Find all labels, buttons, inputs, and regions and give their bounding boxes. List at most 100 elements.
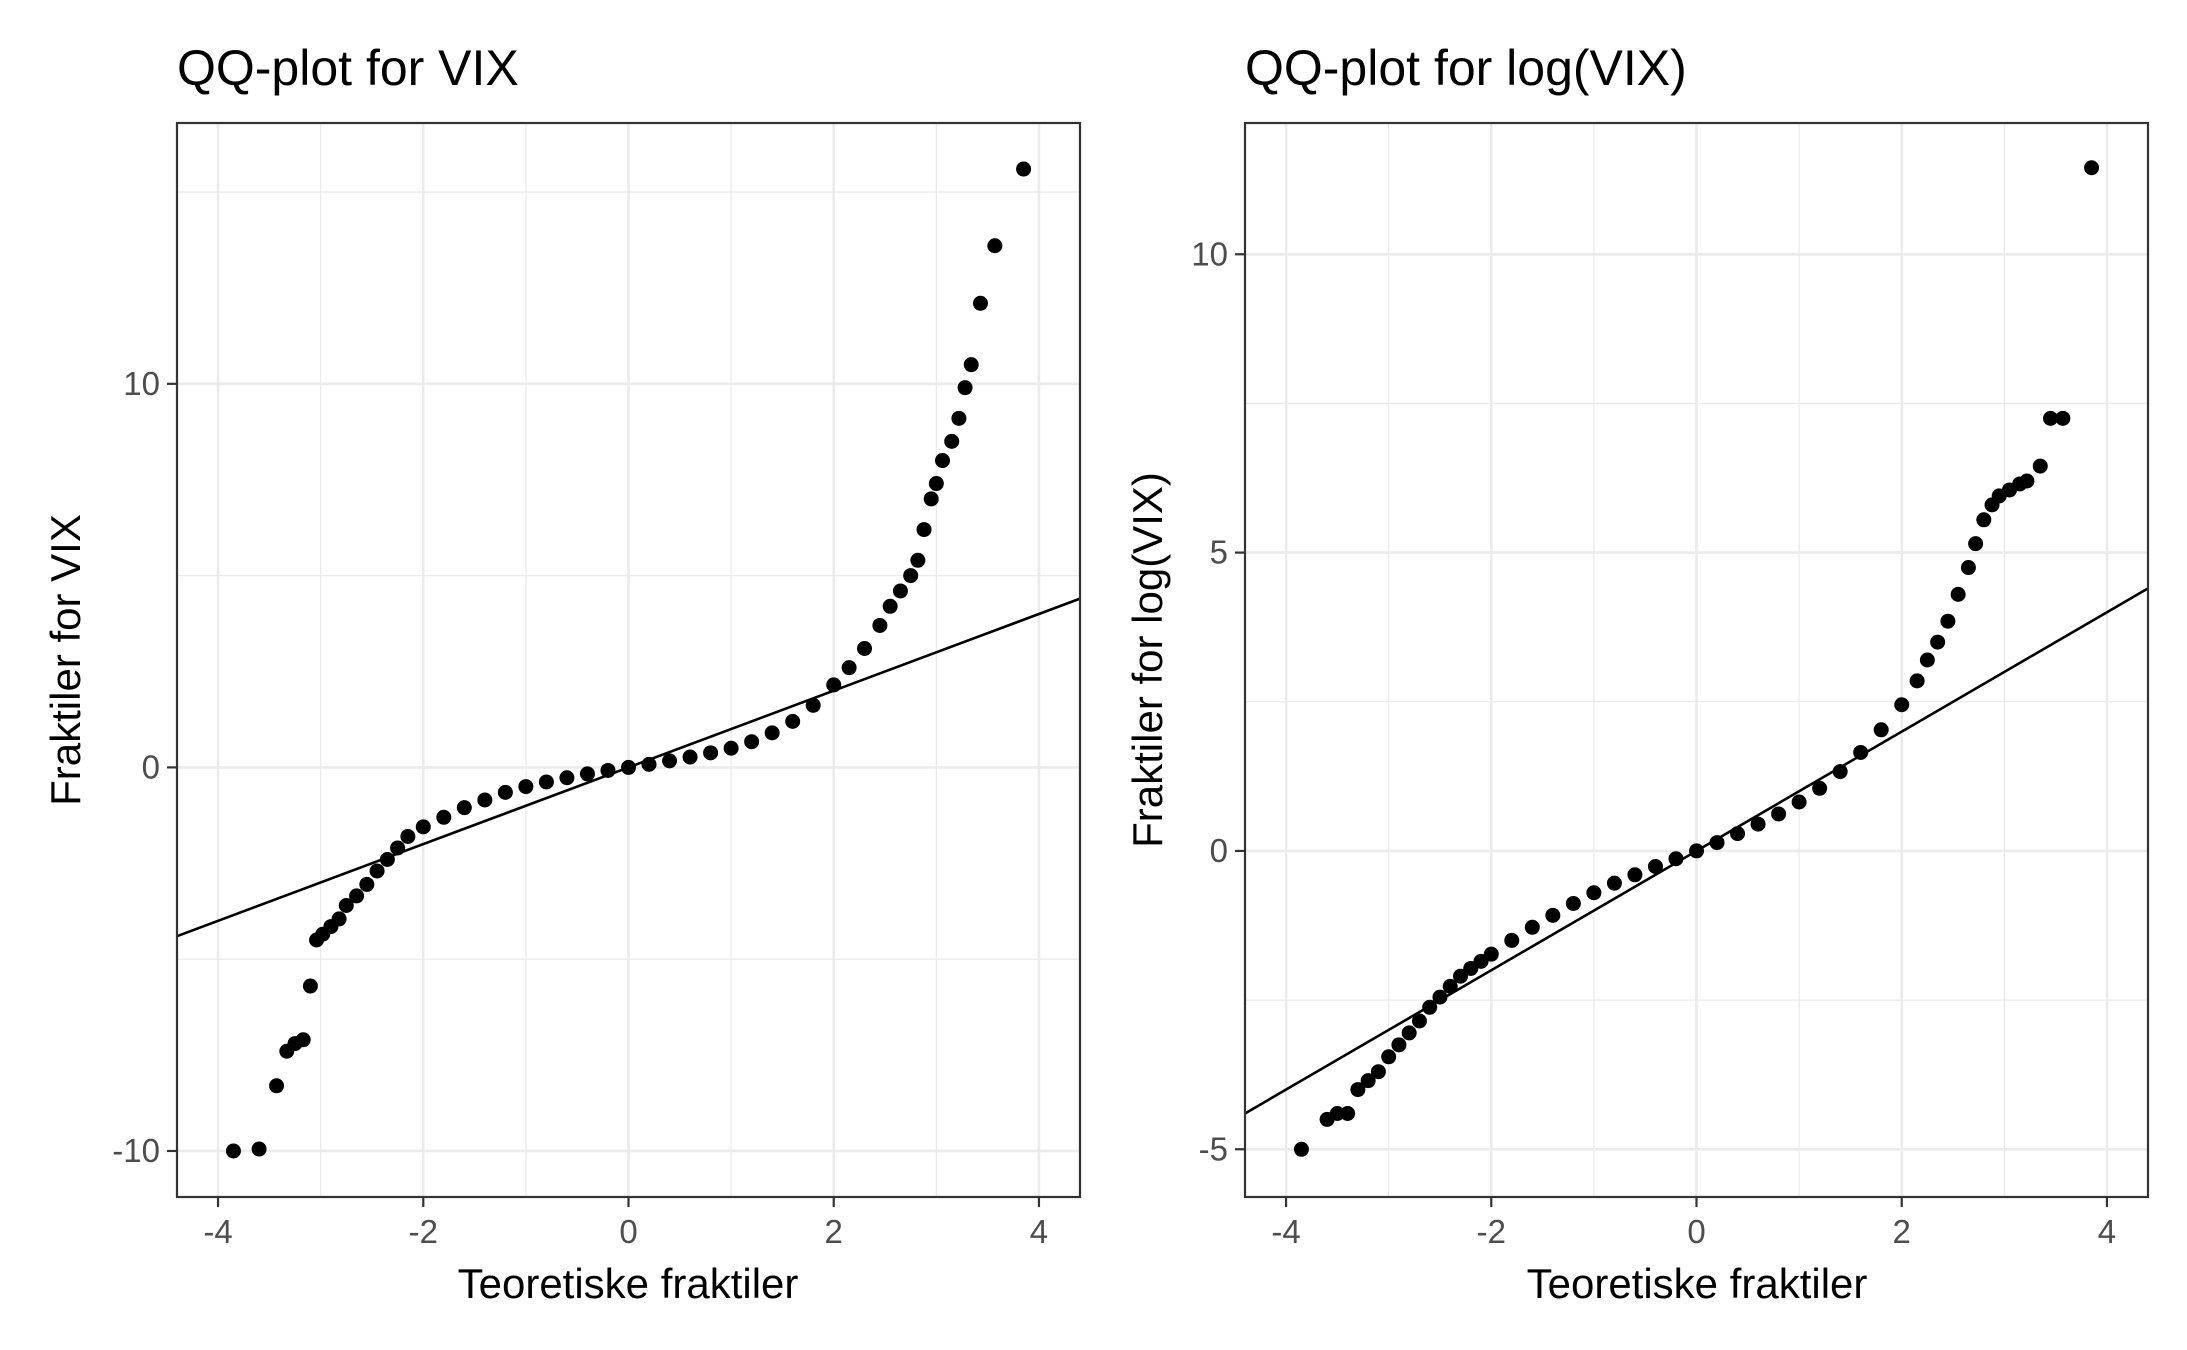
vix-chart-title: QQ-plot for VIX [177,40,519,96]
log-vix-y-axis-title: Fraktiler for log(VIX) [1124,472,1171,848]
log-vix-x-tick-label: -2 [1477,1213,1506,1250]
vix-x-tick-label: -2 [409,1213,438,1250]
log-vix-chart-title: QQ-plot for log(VIX) [1245,40,1687,96]
log-vix-data-point [1545,907,1561,923]
log-vix-data-point [1401,1025,1417,1041]
vix-data-point [400,828,416,844]
vix-data-point [826,677,842,693]
vix-x-tick-label: 4 [1030,1213,1048,1250]
log-vix-data-point [1452,968,1468,984]
vix-data-point [579,766,595,782]
log-vix-data-point [1360,1073,1376,1089]
vix-data-point [944,433,960,449]
vix-data-point [963,357,979,373]
vix-data-point [682,749,698,765]
log-vix-data-point [1370,1064,1386,1080]
log-vix-data-point [1422,999,1438,1015]
log-vix-data-point [1350,1082,1366,1098]
log-vix-data-point [1771,806,1787,822]
vix-points-layer [225,161,1032,1159]
log-vix-data-point [1976,512,1992,528]
vix-data-point [744,734,760,750]
log-vix-axis-ticks: -4 -2 0 2 4 -5 0 5 10 [1191,235,2116,1250]
vix-x-axis-title: Teoretiske fraktiler [458,1260,799,1307]
log-vix-data-point [2055,410,2071,426]
log-vix-data-point [1606,875,1622,891]
log-vix-data-point [1524,919,1540,935]
log-vix-data-point [1442,978,1458,994]
log-vix-data-point [1730,826,1746,842]
log-vix-data-point [1391,1037,1407,1053]
log-vix-data-point [1853,744,1869,760]
vix-y-tick-label: -10 [112,1132,160,1169]
log-vix-data-point [1432,989,1448,1005]
vix-x-tick-label: -4 [203,1213,232,1250]
log-vix-data-point [1293,1141,1309,1157]
vix-data-point [957,380,973,396]
vix-data-point [928,476,944,492]
log-vix-data-point [1960,560,1976,576]
vix-data-point [269,1078,285,1094]
vix-data-point [477,792,493,808]
log-vix-data-point [1483,946,1499,962]
vix-data-point [302,978,318,994]
vix-qq-panel: QQ-plot for VIX -4 -2 0 2 4 -10 0 10 Teoretiske… [42,40,1082,1307]
vix-data-point [785,713,801,729]
log-vix-data-point [1411,1013,1427,1029]
log-vix-data-point [1709,835,1725,851]
vix-data-point [436,809,452,825]
log-vix-data-point [1909,673,1925,689]
vix-data-point [764,725,780,741]
log-vix-data-point [1812,780,1828,796]
log-vix-data-point [1586,885,1602,901]
vix-data-point [641,756,657,772]
log-vix-data-point [2043,410,2059,426]
log-vix-data-point [1791,794,1807,810]
log-vix-x-tick-label: 0 [1687,1213,1705,1250]
vix-data-point [972,295,988,311]
vix-data-point [331,911,347,927]
vix-axis-ticks: -4 -2 0 2 4 -10 0 10 [112,365,1048,1250]
vix-data-point [251,1141,267,1157]
log-vix-x-tick-label: -4 [1271,1213,1300,1250]
vix-data-point [390,840,406,856]
vix-data-point [518,779,534,795]
log-vix-data-point [1940,613,1956,629]
log-vix-data-point [1504,932,1520,948]
log-vix-data-point [1832,764,1848,780]
log-vix-points-layer [1293,160,2100,1157]
vix-data-point [923,491,939,507]
vix-data-point [892,583,908,599]
log-vix-data-point [1950,586,1966,602]
log-vix-data-point [1689,843,1704,859]
log-vix-qq-panel: QQ-plot for log(VIX) -4 -2 0 2 4 -5 0 5 10 Teore… [1124,40,2150,1307]
log-vix-data-point [1647,858,1663,874]
vix-data-point [934,453,950,469]
vix-data-point [916,522,932,538]
vix-x-tick-label: 0 [619,1213,637,1250]
vix-data-point [338,897,354,913]
vix-data-point [415,819,431,835]
vix-data-point [910,552,926,568]
vix-data-point [987,238,1003,254]
log-vix-data-point [1668,851,1684,867]
log-vix-data-point [1919,652,1935,668]
vix-data-point [857,640,873,656]
vix-data-point [538,774,554,790]
log-vix-x-tick-label: 2 [1893,1213,1911,1250]
log-vix-data-point [1750,816,1766,832]
log-vix-data-point [1968,536,1984,552]
log-vix-data-point [1340,1105,1356,1121]
vix-x-tick-label: 2 [825,1213,843,1250]
log-vix-data-point [1381,1049,1397,1065]
vix-data-point [225,1143,241,1159]
log-vix-data-point [1894,697,1910,713]
log-vix-y-tick-label: 0 [1210,832,1228,869]
vix-data-point [359,876,375,892]
vix-data-point [723,740,739,756]
vix-data-point [369,863,385,879]
vix-data-point [1016,161,1032,177]
log-vix-data-point [1565,895,1581,911]
